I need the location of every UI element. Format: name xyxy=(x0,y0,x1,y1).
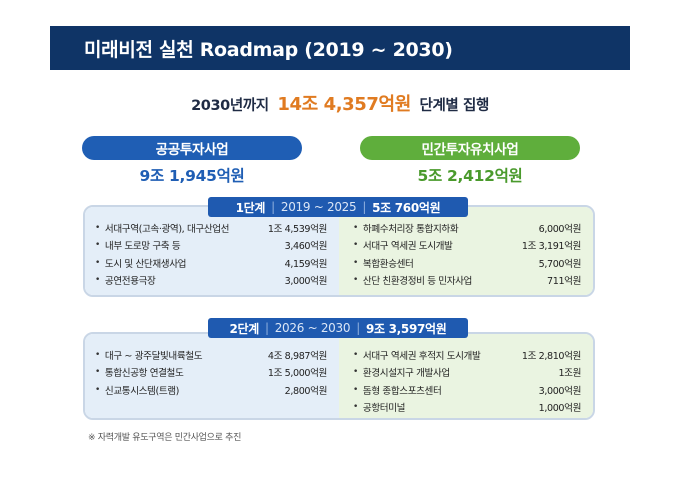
stage1-box: • 서대구역(고속·광역), 대구산업선 1조 4,539억원 • 내부 도로망 구… xyxy=(83,205,595,297)
list-item: • 서대구 역세권 도시개발 1조 3,191억원 xyxy=(353,240,581,253)
bullet-icon: • xyxy=(95,275,100,286)
bullet-icon: • xyxy=(95,349,100,360)
list-item: • 대구 ~ 광주달빛내륙철도 4조 8,987억원 xyxy=(95,349,327,362)
stage2-box: • 대구 ~ 광주달빛내륙철도 4조 8,987억원 • 통합신공항 연결철도 1조… xyxy=(83,332,595,420)
list-item: • 공연전용극장 3,000억원 xyxy=(95,275,327,288)
stage1-private-list: • 하폐수처리장 통합지하화 6,000억원 • 서대구 역세권 도시개발 1조 3… xyxy=(339,207,593,295)
divider: | xyxy=(362,200,367,214)
public-investment-label: 공공투자사업 xyxy=(82,136,302,160)
list-item: • 환경시설지구 개발사업 1조원 xyxy=(353,367,581,380)
total-prefix: 2030년까지 xyxy=(191,98,269,114)
list-item: • 신교통시스템(트램) 2,800억원 xyxy=(95,384,327,397)
footnote: ※ 자력개발 유도구역은 민간사업으로 추진 xyxy=(88,433,242,443)
bullet-icon: • xyxy=(353,257,358,268)
bullet-icon: • xyxy=(353,275,358,286)
list-item: • 돔형 종합스포츠센터 3,000억원 xyxy=(353,384,581,397)
divider: | xyxy=(356,321,360,335)
list-item: • 서대구 역세권 후적지 도시개발 1조 2,810억원 xyxy=(353,349,581,362)
private-investment-amount: 5조 2,412억원 xyxy=(417,167,523,185)
bullet-icon: • xyxy=(95,384,100,395)
page-title: 미래비전 실천 Roadmap (2019 ~ 2030) xyxy=(50,26,630,70)
bullet-icon: • xyxy=(95,222,100,233)
bullet-icon: • xyxy=(353,384,358,395)
bullet-icon: • xyxy=(95,367,100,378)
bullet-icon: • xyxy=(353,349,358,360)
stage2-period: 2026 ~ 2030 xyxy=(274,321,351,335)
stage1-banner: 1단계 | 2019 ~ 2025 | 5조 760억원 xyxy=(208,197,468,217)
stage1-public-list: • 서대구역(고속·광역), 대구산업선 1조 4,539억원 • 내부 도로망 구… xyxy=(85,207,339,295)
stage2-amount: 9조 3,597억원 xyxy=(365,321,447,336)
total-amount: 14조 4,357억원 xyxy=(277,94,411,115)
bullet-icon: • xyxy=(353,367,358,378)
stage1-amount: 5조 760억원 xyxy=(372,200,441,215)
list-item: • 복합환승센터 5,700억원 xyxy=(353,257,581,270)
public-investment-amount: 9조 1,945억원 xyxy=(139,167,245,185)
total-summary: 2030년까지 14조 4,357억원 단계별 집행 xyxy=(0,90,680,116)
list-item: • 산단 친환경정비 등 민자사업 711억원 xyxy=(353,275,581,288)
list-item: • 통합신공항 연결철도 1조 5,000억원 xyxy=(95,367,327,380)
stage2-name: 2단계 xyxy=(229,321,259,336)
list-item: • 도시 및 산단재생사업 4,159억원 xyxy=(95,257,327,270)
stage2-banner: 2단계 | 2026 ~ 2030 | 9조 3,597억원 xyxy=(208,318,468,338)
bullet-icon: • xyxy=(353,240,358,251)
list-item: • 내부 도로망 구축 등 3,460억원 xyxy=(95,240,327,253)
list-item: • 서대구역(고속·광역), 대구산업선 1조 4,539억원 xyxy=(95,222,327,235)
list-item: • 공항터미널 1,000억원 xyxy=(353,402,581,415)
stage1-period: 2019 ~ 2025 xyxy=(280,200,357,214)
total-suffix: 단계별 집행 xyxy=(419,98,490,114)
list-item: • 하폐수처리장 통합지하화 6,000억원 xyxy=(353,222,581,235)
stage2-private-list: • 서대구 역세권 후적지 도시개발 1조 2,810억원 • 환경시설지구 개발사… xyxy=(339,334,593,418)
bullet-icon: • xyxy=(353,222,358,233)
bullet-icon: • xyxy=(95,240,100,251)
stage1-name: 1단계 xyxy=(235,200,266,215)
divider: | xyxy=(271,200,275,214)
stage2-public-list: • 대구 ~ 광주달빛내륙철도 4조 8,987억원 • 통합신공항 연결철도 1조… xyxy=(85,334,339,418)
bullet-icon: • xyxy=(95,257,100,268)
private-investment-label: 민간투자유치사업 xyxy=(360,136,580,160)
divider: | xyxy=(264,321,269,335)
bullet-icon: • xyxy=(353,402,358,413)
